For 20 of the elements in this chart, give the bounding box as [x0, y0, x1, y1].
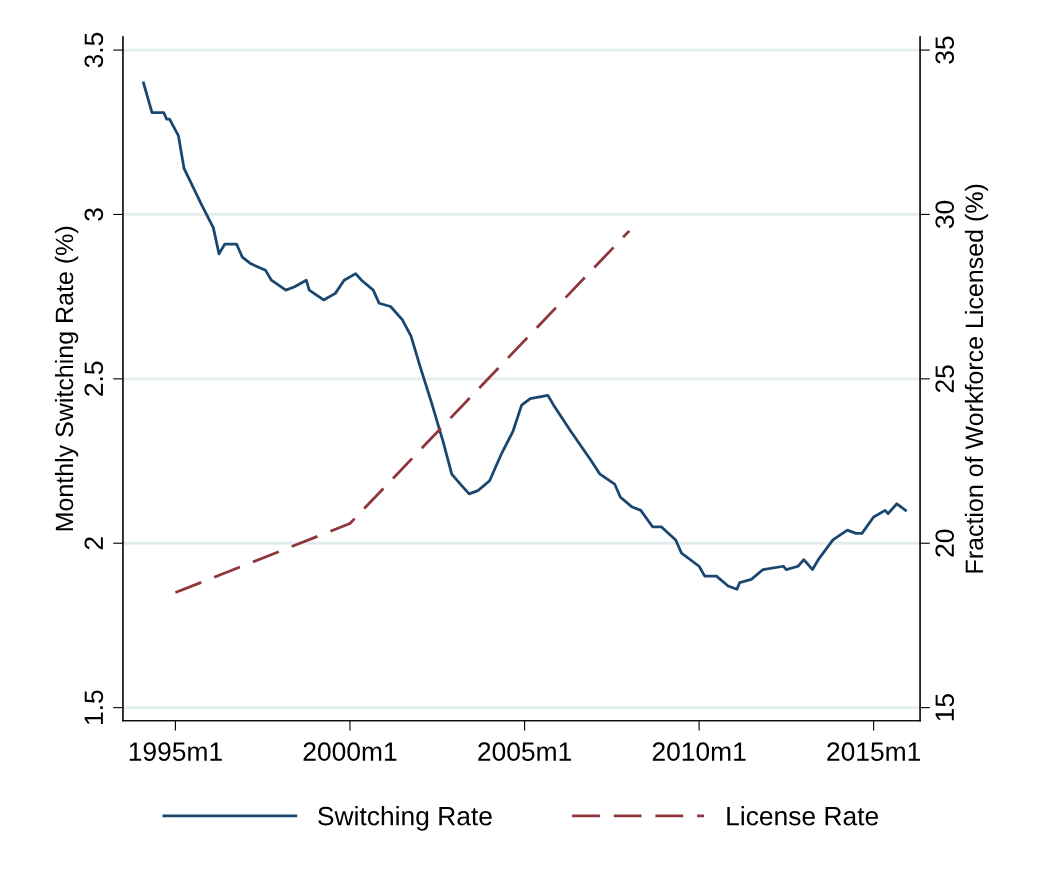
y2-axis-title: Fraction of Workforce Licensed (%) [964, 184, 989, 573]
y-tick-label: 3.5 [84, 32, 104, 68]
y2-tick-label: 30 [935, 200, 955, 229]
y-tick-label: 3 [84, 208, 104, 221]
y-tick-label: 1.5 [84, 690, 104, 724]
y-axis-title: Monthly Switching Rate (%) [54, 226, 79, 531]
y2-tick-label: 35 [935, 36, 955, 64]
y-tick-label: 2.5 [84, 361, 104, 396]
y-tick-label: 2 [84, 537, 103, 550]
x-tick-label: 2015m1 [827, 742, 921, 761]
line-series [142, 81, 907, 591]
x-tick-label: 1995m1 [129, 742, 222, 761]
x-tick-label: 2010m1 [652, 742, 746, 761]
y2-tick-label: 25 [935, 365, 955, 393]
x-tick-label: 2000m1 [303, 742, 397, 761]
legend-label: Switching Rate [318, 806, 492, 831]
legend-label: License Rate [727, 806, 879, 826]
x-tick-label: 2005m1 [478, 742, 571, 761]
y2-tick-label: 20 [935, 529, 955, 557]
y2-tick-label: 15 [935, 694, 955, 721]
